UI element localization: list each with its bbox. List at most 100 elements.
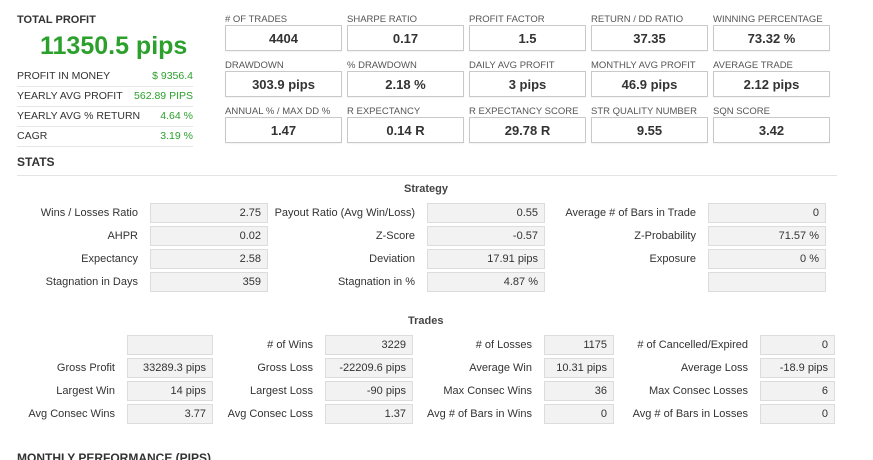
strategy-stat-value: 17.91 pips	[427, 249, 545, 269]
metric-value-box: 0.14 R	[347, 117, 464, 143]
summary-row: CAGR 3.19 %	[17, 128, 193, 144]
metric-label: R EXPECTANCY SCORE	[469, 106, 579, 117]
divider	[17, 126, 193, 127]
strategy-stat-value: 0.02	[150, 226, 268, 246]
metric-label: SHARPE RATIO	[347, 14, 418, 25]
metric-label: R EXPECTANCY	[347, 106, 421, 117]
summary-row: YEARLY AVG PROFIT 562.89 PIPS	[17, 88, 193, 104]
trades-stat-label: Max Consec Wins	[443, 385, 532, 397]
monthly-performance-heading: MONTHLY PERFORMANCE (PIPS)	[17, 451, 212, 460]
metric-label: # OF TRADES	[225, 14, 288, 25]
strategy-stat-value	[708, 272, 826, 292]
metric-label: DAILY AVG PROFIT	[469, 60, 555, 71]
strategy-stat-label: AHPR	[107, 230, 138, 242]
metric-value-box: 73.32 %	[713, 25, 830, 51]
divider	[17, 86, 193, 87]
summary-row: YEARLY AVG % RETURN 4.64 %	[17, 108, 193, 124]
strategy-stat-value: 0	[708, 203, 826, 223]
trades-stat-value: -90 pips	[325, 381, 413, 401]
strategy-stat-value: 359	[150, 272, 268, 292]
metric-label: PROFIT FACTOR	[469, 14, 545, 25]
trades-stat-label: # of Losses	[475, 339, 532, 351]
trades-heading: Trades	[408, 315, 444, 327]
total-profit-value: 11350.5 pips	[40, 32, 188, 60]
summary-row-label: CAGR	[17, 130, 48, 142]
trades-stat-label	[0, 335, 115, 355]
trades-stat-value: 3229	[325, 335, 413, 355]
strategy-stat-value: -0.57	[427, 226, 545, 246]
strategy-stat-label: Stagnation in Days	[45, 276, 138, 288]
strategy-stat-value: 0 %	[708, 249, 826, 269]
strategy-stat-label	[496, 272, 696, 292]
metric-value-box: 303.9 pips	[225, 71, 342, 97]
trades-stat-label: Max Consec Losses	[648, 385, 748, 397]
summary-row: PROFIT IN MONEY $ 9356.4	[17, 68, 193, 84]
strategy-stat-label: Z-Probability	[634, 230, 696, 242]
trades-stat-value: 0	[544, 404, 614, 424]
trades-stat-label: Largest Win	[56, 385, 115, 397]
strategy-stat-value: 0.55	[427, 203, 545, 223]
trades-stat-value: -18.9 pips	[760, 358, 835, 378]
metric-label: DRAWDOWN	[225, 60, 284, 71]
divider	[17, 106, 193, 107]
trades-stat-value: 33289.3 pips	[127, 358, 213, 378]
total-profit-label: TOTAL PROFIT	[17, 14, 96, 26]
stats-heading: STATS	[17, 155, 55, 169]
trades-stat-label: Avg Consec Loss	[227, 408, 313, 420]
metric-value-box: 4404	[225, 25, 342, 51]
strategy-stat-value: 4.87 %	[427, 272, 545, 292]
metric-value-box: 37.35	[591, 25, 708, 51]
trades-stat-label: Avg # of Bars in Losses	[632, 408, 748, 420]
strategy-stat-label: Wins / Losses Ratio	[40, 207, 138, 219]
summary-row-value: 4.64 %	[160, 110, 193, 122]
metric-value-box: 2.12 pips	[713, 71, 830, 97]
metric-value-box: 3.42	[713, 117, 830, 143]
metric-label: AVERAGE TRADE	[713, 60, 793, 71]
trades-stat-value: 1175	[544, 335, 614, 355]
strategy-stat-label: Expectancy	[81, 253, 138, 265]
trades-stat-value: -22209.6 pips	[325, 358, 413, 378]
summary-row-value: $ 9356.4	[152, 70, 193, 82]
trades-stat-label: Largest Loss	[250, 385, 313, 397]
strategy-stat-value: 2.75	[150, 203, 268, 223]
trades-stat-value: 3.77	[127, 404, 213, 424]
metric-value-box: 9.55	[591, 117, 708, 143]
summary-row-value: 3.19 %	[160, 130, 193, 142]
divider	[17, 146, 193, 147]
trades-stat-label: Avg Consec Wins	[28, 408, 115, 420]
trades-stat-value: 1.37	[325, 404, 413, 424]
metric-value-box: 0.17	[347, 25, 464, 51]
strategy-stat-value: 71.57 %	[708, 226, 826, 246]
summary-row-value: 562.89 PIPS	[134, 90, 193, 102]
metric-label: ANNUAL % / MAX DD %	[225, 106, 331, 117]
strategy-stat-label: Z-Score	[375, 230, 415, 242]
trades-stat-label: Gross Loss	[257, 362, 313, 374]
trades-stat-label: # of Wins	[267, 339, 313, 351]
metric-label: SQN SCORE	[713, 106, 771, 117]
strategy-stat-label: Deviation	[369, 253, 415, 265]
trades-stat-label: Gross Profit	[56, 362, 115, 374]
divider	[17, 175, 837, 176]
trades-stat-value: 10.31 pips	[544, 358, 614, 378]
metric-label: % DRAWDOWN	[347, 60, 417, 71]
metric-label: STR QUALITY NUMBER	[591, 106, 697, 117]
trades-stat-value: 14 pips	[127, 381, 213, 401]
trades-stat-value: 0	[760, 404, 835, 424]
trades-stat-label: # of Cancelled/Expired	[637, 339, 748, 351]
strategy-stat-label: Stagnation in %	[337, 276, 415, 288]
trades-stat-value: 36	[544, 381, 614, 401]
metric-value-box: 3 pips	[469, 71, 586, 97]
trades-stat-label: Average Loss	[680, 362, 748, 374]
strategy-stat-label: Payout Ratio (Avg Win/Loss)	[274, 207, 415, 219]
metric-label: MONTHLY AVG PROFIT	[591, 60, 696, 71]
summary-row-label: YEARLY AVG % RETURN	[17, 110, 141, 122]
strategy-heading: Strategy	[404, 183, 449, 195]
trades-stat-label: Avg # of Bars in Wins	[427, 408, 532, 420]
trades-stat-label: Average Win	[469, 362, 532, 374]
strategy-stat-label: Exposure	[649, 253, 696, 265]
summary-row-label: YEARLY AVG PROFIT	[17, 90, 123, 102]
trades-stat-value	[127, 335, 213, 355]
metric-value-box: 1.5	[469, 25, 586, 51]
metric-value-box: 2.18 %	[347, 71, 464, 97]
metric-value-box: 46.9 pips	[591, 71, 708, 97]
